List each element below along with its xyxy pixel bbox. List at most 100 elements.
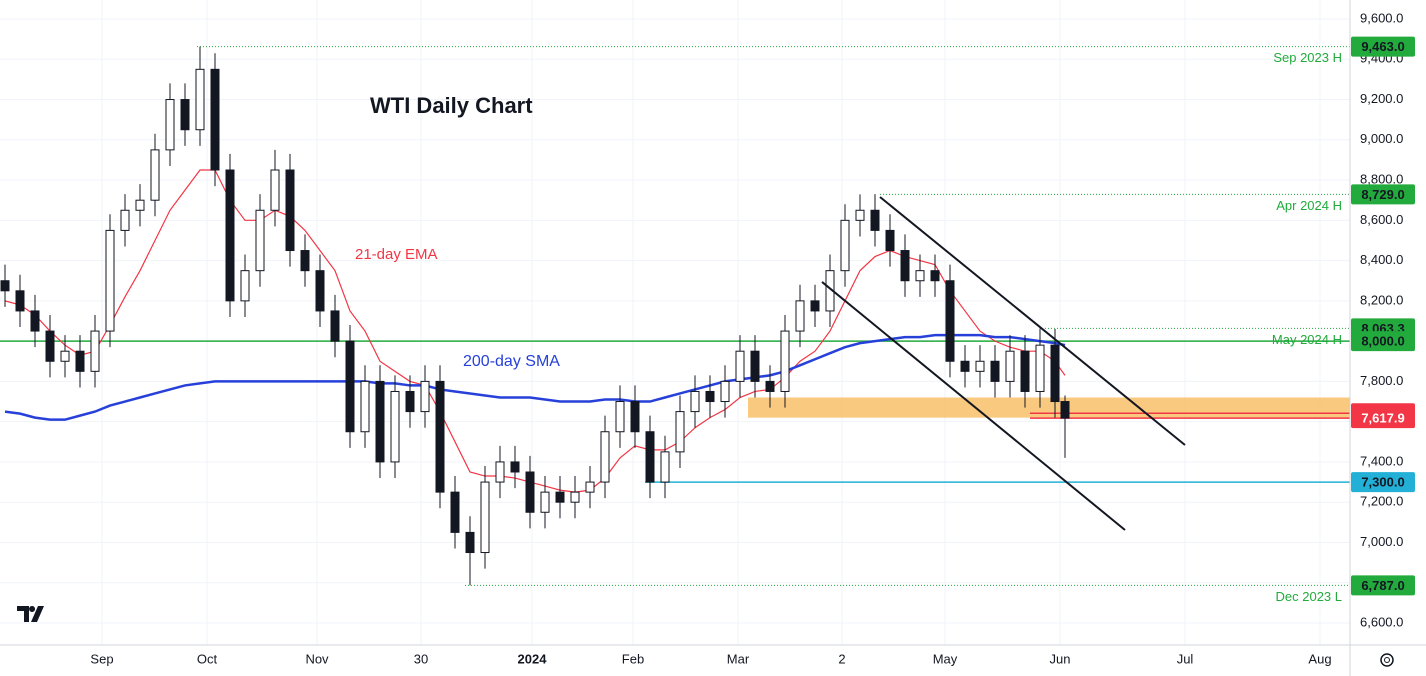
level-name: May 2024 H <box>1272 332 1342 347</box>
candle-body <box>765 380 775 392</box>
candle-body <box>915 270 925 282</box>
price-badge-label: 7,617.9 <box>1361 411 1404 426</box>
candle-body <box>570 491 580 503</box>
level-name: Dec 2023 L <box>1276 589 1343 604</box>
candle-body <box>990 360 1000 382</box>
settings-icon[interactable] <box>1380 653 1394 667</box>
candle-body <box>495 461 505 483</box>
candle-body <box>855 209 865 221</box>
candle-body <box>105 229 115 332</box>
candle-body <box>0 280 10 292</box>
candle-body <box>555 491 565 503</box>
x-tick-label: 2 <box>838 651 845 666</box>
price-badge-label: 6,787.0 <box>1361 578 1404 593</box>
candle-body <box>510 461 520 473</box>
level-name: Sep 2023 H <box>1273 50 1342 65</box>
trend-line <box>879 196 1186 446</box>
y-tick-label: 7,400.0 <box>1360 453 1403 468</box>
candle-body <box>885 229 895 252</box>
y-tick-label: 7,200.0 <box>1360 494 1403 509</box>
candle-body <box>210 68 220 171</box>
series-annotation: 200-day SMA <box>463 353 560 370</box>
candle-body <box>315 270 325 312</box>
y-tick-label: 8,400.0 <box>1360 252 1403 267</box>
price-badge <box>1351 472 1415 493</box>
candle-body <box>810 300 820 312</box>
candle-body <box>45 330 55 362</box>
candle-body <box>1050 344 1060 403</box>
y-tick-label: 6,600.0 <box>1360 614 1403 629</box>
chart-title: WTI Daily Chart <box>370 93 533 118</box>
x-tick-label: Sep <box>90 651 113 666</box>
candle-body <box>90 330 100 372</box>
price-badge <box>1351 184 1415 205</box>
candle-body <box>75 350 85 372</box>
price-badge <box>1351 575 1415 596</box>
candle-body <box>405 390 415 413</box>
support-zone <box>748 397 1350 418</box>
candle-body <box>180 99 190 131</box>
candle-body <box>60 350 70 362</box>
x-tick-label: Mar <box>727 651 750 666</box>
candle-body <box>690 390 700 413</box>
candle-body <box>960 360 970 372</box>
candle-body <box>675 411 685 453</box>
candle-body <box>435 380 445 493</box>
candle-body <box>630 401 640 433</box>
candle-body <box>360 380 370 433</box>
candle-body <box>795 300 805 332</box>
candle-body <box>735 350 745 382</box>
x-tick-label: Nov <box>305 651 329 666</box>
x-tick-label: 30 <box>414 651 428 666</box>
x-tick-label: Feb <box>622 651 644 666</box>
candle-body <box>240 270 250 302</box>
candle-body <box>1035 344 1045 392</box>
candle-body <box>720 380 730 403</box>
candle-body <box>120 209 130 231</box>
candle-body <box>705 390 715 403</box>
candle-body <box>780 330 790 392</box>
x-tick-label: Jul <box>1177 651 1194 666</box>
candle-body <box>165 99 175 151</box>
y-tick-label: 7,000.0 <box>1360 534 1403 549</box>
candle-body <box>645 431 655 483</box>
candle-body <box>375 380 385 463</box>
candle-body <box>1005 350 1015 382</box>
candle-body <box>945 280 955 362</box>
price-badge <box>1351 408 1415 429</box>
candle-body <box>600 431 610 483</box>
trend-line <box>821 281 1126 531</box>
candle-body <box>450 491 460 533</box>
indicator-line <box>4 169 1066 493</box>
candle-body <box>225 169 235 302</box>
candle-body <box>300 250 310 272</box>
price-badge-label: 9,463.0 <box>1361 39 1404 54</box>
x-tick-label: 2024 <box>518 651 548 666</box>
y-tick-label: 9,000.0 <box>1360 131 1403 146</box>
candle-body <box>975 360 985 372</box>
candle-body <box>1020 350 1030 392</box>
candle-body <box>540 491 550 513</box>
candle-body <box>750 350 760 382</box>
x-tick-label: Aug <box>1308 651 1331 666</box>
candle-body <box>870 209 880 231</box>
x-tick-label: Oct <box>197 651 218 666</box>
price-badge <box>1351 36 1415 57</box>
price-badge-label: 8,729.0 <box>1361 187 1404 202</box>
candle-body <box>135 199 145 211</box>
logo <box>17 606 44 622</box>
price-badge <box>1351 331 1415 352</box>
candle-body <box>30 310 40 332</box>
y-tick-label: 7,800.0 <box>1360 373 1403 388</box>
candle-body <box>615 401 625 433</box>
level-name: Apr 2024 H <box>1276 198 1342 213</box>
candle-body <box>840 219 850 272</box>
candle-body <box>390 390 400 463</box>
candle-body <box>195 68 205 131</box>
candle-body <box>660 451 670 483</box>
plot <box>0 0 1350 645</box>
candle-body <box>525 471 535 513</box>
candle-body <box>345 340 355 433</box>
y-tick-label: 9,600.0 <box>1360 10 1403 25</box>
